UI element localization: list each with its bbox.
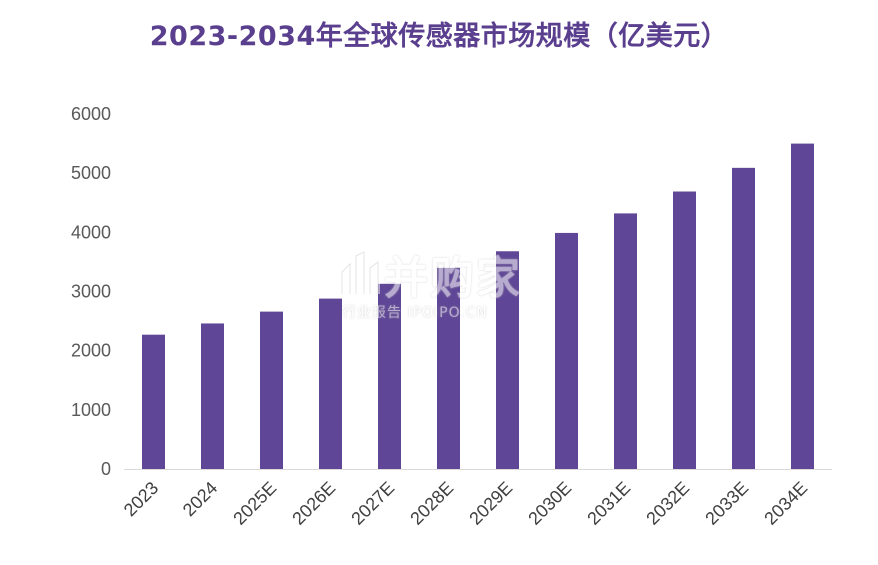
- x-tick-label: 2023: [120, 478, 162, 520]
- bar-2030E: [555, 232, 578, 469]
- x-tick-label: 2026E: [288, 478, 339, 529]
- x-tick-label: 2025E: [229, 478, 280, 529]
- y-tick-label: 3000: [71, 282, 111, 302]
- chart-title: 2023-2034年全球传感器市场规模（亿美元）: [149, 21, 729, 52]
- x-tick-label: 2029E: [465, 478, 516, 529]
- bar-2026E: [319, 298, 342, 469]
- bar-2023: [142, 334, 165, 469]
- y-tick-label: 1000: [71, 400, 111, 420]
- x-tick-label: 2024: [179, 478, 221, 520]
- bar-2034E: [791, 143, 814, 470]
- bar-2033E: [732, 167, 755, 469]
- x-tick-label: 2034E: [760, 478, 811, 529]
- x-tick-label: 2027E: [347, 478, 398, 529]
- bar-2024: [201, 323, 224, 469]
- y-tick-label: 4000: [71, 222, 111, 242]
- bars: [142, 143, 814, 470]
- y-tick-label: 0: [101, 459, 111, 479]
- bar-2031E: [614, 213, 637, 469]
- bar-2027E: [378, 283, 401, 469]
- bar-2029E: [496, 251, 519, 469]
- bar-2032E: [673, 191, 696, 469]
- x-tick-label: 2032E: [642, 478, 693, 529]
- x-tick-label: 2030E: [524, 478, 575, 529]
- x-tick-label: 2028E: [406, 478, 457, 529]
- bar-2025E: [260, 311, 283, 469]
- y-tick-label: 2000: [71, 341, 111, 361]
- x-tick-label: 2031E: [583, 478, 634, 529]
- y-axis: 0 1000 2000 3000 4000 5000 6000: [71, 104, 111, 479]
- bar-2028E: [437, 267, 460, 469]
- y-tick-label: 6000: [71, 104, 111, 124]
- y-tick-label: 5000: [71, 163, 111, 183]
- x-axis: 2023 2024 2025E 2026E 2027E 2028E 2029E 2030E 20…: [120, 478, 811, 529]
- x-tick-label: 2033E: [701, 478, 752, 529]
